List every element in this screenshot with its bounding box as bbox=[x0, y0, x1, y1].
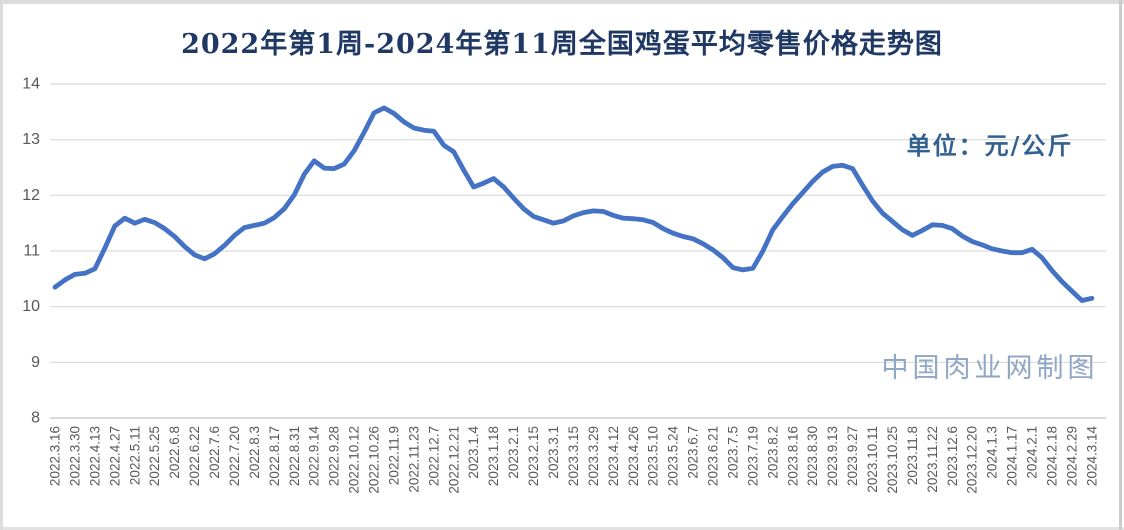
x-axis-label: 2023.12.6 bbox=[945, 426, 960, 486]
x-axis-label: 2022.7.20 bbox=[227, 426, 242, 486]
x-axis-label: 2022.5.11 bbox=[127, 426, 142, 485]
x-axis-label: 2023.7.5 bbox=[725, 426, 740, 479]
window-frame-bottom bbox=[0, 527, 1124, 530]
x-axis-label: 2023.8.30 bbox=[805, 426, 820, 486]
x-axis-label: 2023.6.7 bbox=[686, 426, 701, 479]
chart-title: 2022年第1周-2024年第11周全国鸡蛋平均零售价格走势图 bbox=[181, 29, 943, 60]
unit-label: 单位：元/公斤 bbox=[906, 131, 1074, 160]
watermark-credit: 中国肉业网制图 bbox=[881, 353, 1099, 384]
x-axis-label: 2022.11.9 bbox=[386, 426, 401, 485]
x-axis-label: 2022.8.31 bbox=[287, 426, 302, 486]
x-axis-label: 2023.2.15 bbox=[526, 426, 541, 486]
x-axis-label: 2022.4.27 bbox=[107, 426, 122, 486]
x-axis-label: 2022.4.13 bbox=[87, 426, 102, 486]
price-line-series bbox=[52, 105, 1095, 303]
x-axis-label: 2022.3.16 bbox=[48, 426, 63, 486]
x-axis-label: 2023.11.8 bbox=[905, 426, 920, 485]
y-axis-label: 11 bbox=[23, 243, 40, 260]
x-axis-label: 2023.9.27 bbox=[845, 426, 860, 486]
x-axis-label: 2022.3.30 bbox=[67, 426, 82, 486]
x-axis-label: 2022.10.12 bbox=[347, 426, 362, 494]
x-axis-label: 2023.1.4 bbox=[466, 426, 481, 479]
window-frame-top bbox=[0, 0, 1124, 4]
x-axis-label: 2022.12.7 bbox=[426, 426, 441, 486]
x-axis-label: 2022.9.28 bbox=[327, 426, 342, 486]
x-axis-label: 2022.12.21 bbox=[446, 426, 461, 494]
x-axis-label: 2023.4.12 bbox=[606, 426, 621, 486]
x-axis-label: 2023.5.24 bbox=[666, 426, 681, 487]
x-axis-label: 2023.2.1 bbox=[506, 426, 521, 479]
x-axis-label: 2024.1.17 bbox=[1005, 426, 1020, 486]
x-axis-label: 2023.6.21 bbox=[706, 426, 721, 486]
x-axis-label: 2023.4.26 bbox=[626, 426, 641, 486]
x-axis-label: 2023.8.2 bbox=[765, 426, 780, 479]
y-axis-label: 8 bbox=[31, 410, 40, 427]
y-axis-label: 9 bbox=[31, 354, 40, 371]
x-axis-label: 2022.8.3 bbox=[247, 426, 262, 479]
window-frame-left bbox=[0, 0, 3, 530]
x-axis-label: 2022.8.17 bbox=[267, 426, 282, 486]
x-axis-label: 2023.5.10 bbox=[646, 426, 661, 486]
x-axis-label: 2022.6.8 bbox=[167, 426, 182, 479]
x-axis-label: 2022.5.25 bbox=[147, 426, 162, 486]
x-axis-label: 2024.3.14 bbox=[1084, 426, 1099, 487]
x-axis-label: 2022.9.14 bbox=[307, 426, 322, 487]
x-axis-label: 2023.12.20 bbox=[965, 426, 980, 494]
x-axis-label: 2024.2.18 bbox=[1045, 426, 1060, 486]
x-axis-label: 2023.9.13 bbox=[825, 426, 840, 486]
x-axis-label: 2023.3.1 bbox=[546, 426, 561, 479]
y-axis-label: 10 bbox=[22, 298, 40, 315]
x-axis-label: 2023.7.19 bbox=[745, 426, 760, 486]
y-axis-label: 13 bbox=[22, 131, 40, 148]
x-axis-label: 2023.1.18 bbox=[486, 426, 501, 486]
y-axis-label: 14 bbox=[22, 76, 40, 93]
x-axis-label: 2022.6.22 bbox=[187, 426, 202, 486]
x-axis-label: 2023.3.15 bbox=[566, 426, 581, 486]
x-axis-label: 2023.8.16 bbox=[785, 426, 800, 486]
x-axis-label: 2024.2.29 bbox=[1064, 426, 1079, 486]
x-axis-label: 2022.11.23 bbox=[406, 426, 421, 493]
x-axis-label: 2023.10.11 bbox=[865, 426, 880, 493]
x-axis-label: 2023.10.25 bbox=[885, 426, 900, 494]
window-frame-right bbox=[1119, 0, 1122, 530]
x-axis-label: 2023.3.29 bbox=[586, 426, 601, 486]
x-axis-label: 2024.2.1 bbox=[1025, 426, 1040, 479]
x-axis-label: 2022.10.26 bbox=[367, 426, 382, 494]
y-axis-label: 12 bbox=[22, 187, 40, 204]
x-axis-label: 2022.7.6 bbox=[207, 426, 222, 479]
x-axis-label: 2023.11.22 bbox=[925, 426, 940, 493]
x-axis-label: 2024.1.3 bbox=[985, 426, 1000, 479]
